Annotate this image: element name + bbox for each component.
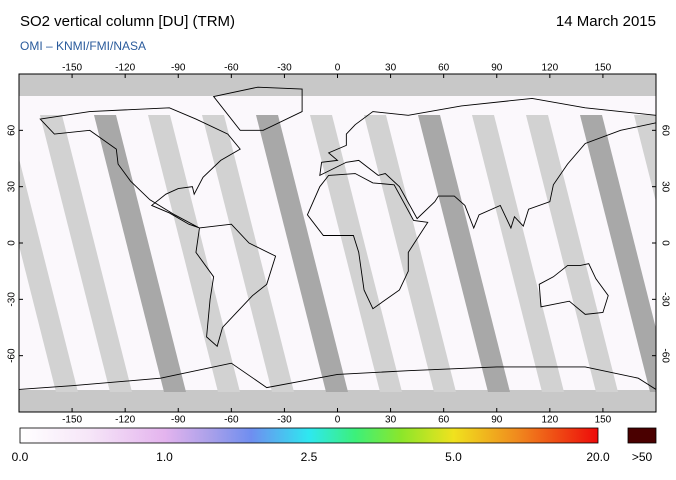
continent — [306, 173, 429, 310]
orbit-gap — [256, 115, 348, 392]
title: SO2 vertical column [DU] (TRM) — [20, 13, 235, 30]
lon-tick-label-top: 0 — [335, 63, 341, 74]
lon-tick-label-bottom: 150 — [595, 415, 612, 426]
lon-tick-label-top: 90 — [491, 63, 503, 74]
lat-tick-label-left: 30 — [7, 181, 18, 193]
lon-tick-label-bottom: -90 — [171, 415, 186, 426]
colorbar-label: 2.5 — [301, 450, 318, 464]
lon-tick-label-top: 30 — [385, 63, 397, 74]
orbit-gap — [472, 115, 564, 392]
orbit-gap — [40, 115, 132, 392]
subtitle: OMI – KNMI/FMI/NASA — [20, 39, 146, 53]
lon-tick-label-top: -120 — [115, 63, 135, 74]
lon-tick-label-top: -60 — [224, 63, 239, 74]
lon-tick-label-top: -150 — [62, 63, 82, 74]
lon-tick-label-bottom: 0 — [335, 415, 341, 426]
lon-tick-label-bottom: 60 — [438, 415, 450, 426]
orbit-gap — [202, 115, 294, 392]
orbit-gap — [580, 115, 656, 392]
colorbar-label: 20.0 — [586, 450, 610, 464]
lon-tick-label-bottom: 90 — [491, 415, 503, 426]
continent — [195, 223, 277, 348]
continent — [39, 107, 241, 229]
polar-gap — [19, 390, 656, 412]
continent — [212, 86, 303, 131]
lon-tick-label-top: 60 — [438, 63, 450, 74]
lon-tick-label-bottom: 120 — [541, 415, 558, 426]
continent — [319, 97, 656, 230]
lat-tick-label-left: -30 — [7, 292, 18, 307]
lon-tick-label-bottom: -120 — [115, 415, 135, 426]
lon-tick-label-top: -90 — [171, 63, 186, 74]
colorbar-label: 0.0 — [12, 450, 29, 464]
orbit-gap — [148, 115, 240, 392]
orbit-gap — [418, 115, 510, 392]
lon-tick-label-bottom: -60 — [224, 415, 239, 426]
lon-tick-label-bottom: -30 — [277, 415, 292, 426]
lon-tick-label-top: 120 — [541, 63, 558, 74]
colorbar-label: 5.0 — [445, 450, 462, 464]
lon-tick-label-bottom: 30 — [385, 415, 397, 426]
colorbar — [19, 427, 599, 444]
lat-tick-label-right: 30 — [659, 181, 670, 193]
colorbar-label: 1.0 — [156, 450, 173, 464]
lat-tick-label-right: -60 — [659, 348, 670, 363]
lon-tick-label-top: -30 — [277, 63, 292, 74]
continent — [538, 263, 609, 315]
orbit-gap — [310, 115, 402, 392]
lat-tick-label-right: 0 — [659, 240, 670, 246]
lat-tick-label-left: 0 — [7, 240, 18, 246]
orbit-gap — [94, 115, 186, 392]
colorbar-over-label: >50 — [632, 450, 653, 464]
polar-gap — [19, 74, 656, 96]
orbit-gap — [526, 115, 618, 392]
continent — [19, 362, 656, 412]
date: 14 March 2015 — [556, 13, 656, 30]
lat-tick-label-right: -30 — [659, 292, 670, 307]
lon-tick-label-bottom: -150 — [62, 415, 82, 426]
lat-tick-label-right: 60 — [659, 125, 670, 137]
map — [19, 74, 656, 412]
lat-tick-label-left: 60 — [7, 124, 18, 136]
lon-tick-label-top: 150 — [595, 63, 612, 74]
orbit-gap — [634, 115, 656, 203]
colorbar-over — [627, 427, 657, 444]
lat-tick-label-left: -60 — [7, 348, 18, 363]
orbit-gap — [19, 158, 78, 392]
